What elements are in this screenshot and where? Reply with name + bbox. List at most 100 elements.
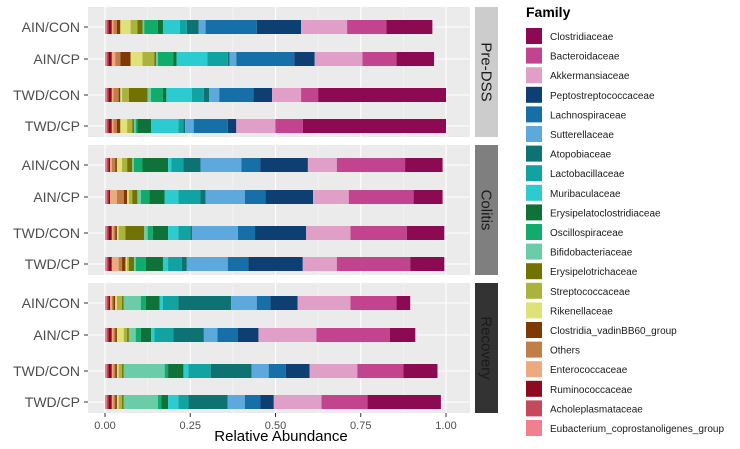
bar-segment xyxy=(108,52,112,66)
bar-segment xyxy=(122,395,124,409)
legend-label: Eubacterium_coprostanoligenes_group xyxy=(550,424,724,435)
bar-segment xyxy=(386,20,433,34)
bar-segment xyxy=(122,88,129,102)
bar-segment xyxy=(406,226,445,240)
bar-segment xyxy=(125,257,128,271)
bar-segment xyxy=(128,190,133,204)
bar-segment xyxy=(142,52,155,66)
bar-segment xyxy=(105,364,107,378)
bar-segment xyxy=(210,364,252,378)
y-tick-label: AIN/CON xyxy=(22,19,80,35)
bar-segment xyxy=(255,226,307,240)
bar-segment xyxy=(260,395,274,409)
bar-segment xyxy=(116,328,124,342)
bar-segment xyxy=(137,190,141,204)
y-tick-label: AIN/CP xyxy=(33,327,80,343)
bar-segment xyxy=(106,257,109,271)
bar-segment xyxy=(128,328,136,342)
bar-segment xyxy=(115,296,117,310)
bar-segment xyxy=(152,226,169,240)
bar-segment xyxy=(133,257,136,271)
bar-segment xyxy=(105,395,107,409)
bar-segment xyxy=(168,257,182,271)
legend-item: Lachnospiraceae xyxy=(526,106,627,123)
bar-segment xyxy=(116,119,121,133)
bar-segment xyxy=(166,88,192,102)
bar-segment xyxy=(159,296,163,310)
bar-segment xyxy=(151,328,155,342)
bar-segment xyxy=(125,226,145,240)
bar-segment xyxy=(171,158,184,172)
bar-segment xyxy=(123,364,165,378)
bar-segment xyxy=(106,328,109,342)
bar-segment xyxy=(273,395,322,409)
legend-swatch xyxy=(526,126,542,142)
bar-segment xyxy=(405,158,443,172)
bar-segment xyxy=(140,190,150,204)
bar-segment xyxy=(396,296,411,310)
bar-segment xyxy=(203,88,210,102)
bar-segment xyxy=(120,52,131,66)
bar-segment xyxy=(389,328,416,342)
legend-label: Streptococcaceae xyxy=(550,287,630,298)
bar-segment xyxy=(227,395,245,409)
bar-segment xyxy=(168,364,184,378)
legend-label: Rikenellaceae xyxy=(550,306,613,317)
bar-segment xyxy=(127,190,129,204)
legend-label: Clostridia_vadinBB60_group xyxy=(550,326,677,337)
bar-segment xyxy=(111,88,114,102)
y-tick-label: TWD/CON xyxy=(13,363,80,379)
bar-twd-con xyxy=(105,364,438,378)
bar-ain-con xyxy=(105,296,411,310)
bar-segment xyxy=(113,364,116,378)
bar-segment xyxy=(118,364,123,378)
facet-strip xyxy=(475,145,498,275)
bar-segment xyxy=(178,119,184,133)
bar-segment xyxy=(110,190,117,204)
legend-label: Lachnospiraceae xyxy=(550,110,627,121)
bar-segment xyxy=(302,257,337,271)
y-tick-label: TWD/CON xyxy=(13,225,80,241)
legend: Family Clostridiaceae Bacteroidaceae Akker… xyxy=(526,4,724,436)
bar-segment xyxy=(116,226,119,240)
bar-segment xyxy=(336,158,406,172)
bar-segment xyxy=(188,395,228,409)
bar-segment xyxy=(116,296,123,310)
bar-segment xyxy=(110,296,112,310)
bar-segment xyxy=(241,158,261,172)
bar-segment xyxy=(127,158,133,172)
bar-segment xyxy=(108,158,111,172)
y-tick-label: AIN/CP xyxy=(33,51,80,67)
bar-segment xyxy=(140,328,152,342)
bar-segment xyxy=(185,119,194,133)
bar-segment xyxy=(157,52,174,66)
bar-segment xyxy=(188,364,211,378)
bar-segment xyxy=(128,88,148,102)
bar-segment xyxy=(105,119,107,133)
bar-segment xyxy=(113,328,116,342)
bar-segment xyxy=(122,257,126,271)
bar-segment xyxy=(272,88,302,102)
bar-segment xyxy=(260,158,308,172)
bar-segment xyxy=(164,190,179,204)
bar-segment xyxy=(108,119,112,133)
bar-segment xyxy=(108,20,112,34)
legend-label: Akkermansiaceae xyxy=(550,71,630,82)
bar-segment xyxy=(111,20,114,34)
bar-segment xyxy=(123,190,128,204)
legend-item: Atopobiaceae xyxy=(526,145,612,162)
legend-swatch xyxy=(526,28,542,44)
bar-segment xyxy=(244,190,266,204)
legend-label: Ruminococcaceae xyxy=(550,385,633,396)
bar-segment xyxy=(350,226,407,240)
bar-ain-cp xyxy=(105,52,435,66)
legend-item: Rikenellaceae xyxy=(526,302,613,319)
bar-segment xyxy=(106,20,109,34)
bar-segment xyxy=(156,52,158,66)
bar-segment xyxy=(106,395,109,409)
bar-segment xyxy=(154,52,157,66)
bar-segment xyxy=(191,226,238,240)
bar-segment xyxy=(144,20,158,34)
bar-segment xyxy=(108,296,111,310)
